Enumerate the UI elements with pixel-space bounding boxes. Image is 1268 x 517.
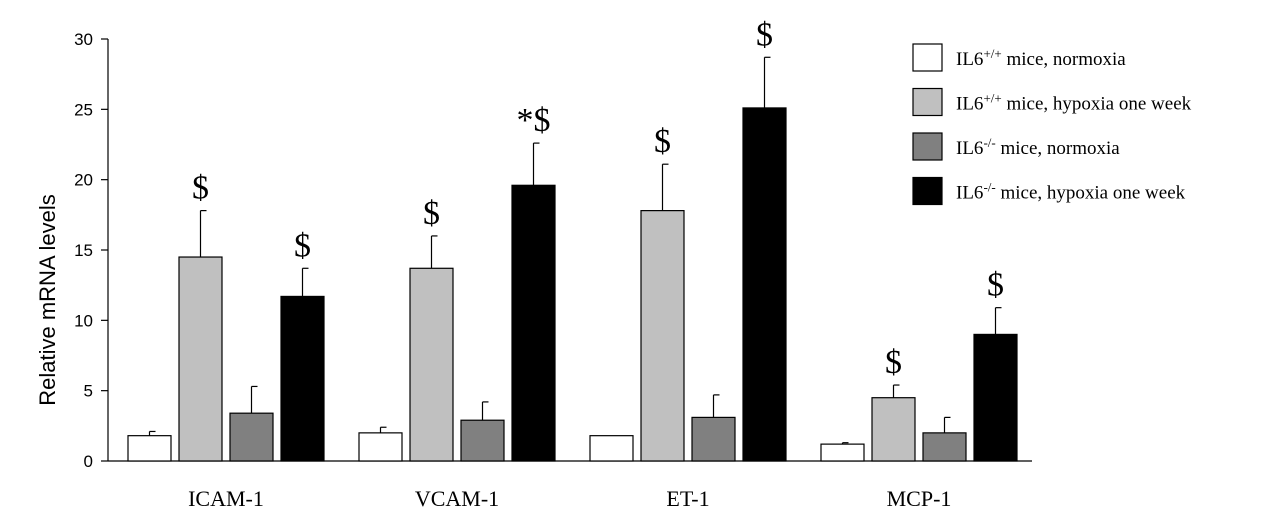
legend-entry-label: IL6+/+ mice, hypoxia one week	[956, 91, 1192, 115]
bar	[409, 267, 454, 462]
significance-marker: *$	[517, 102, 551, 139]
significance-marker: $	[423, 195, 440, 232]
significance-marker: $	[987, 267, 1004, 304]
category-label: VCAM-1	[415, 486, 499, 511]
bar	[640, 210, 685, 462]
legend-swatch	[912, 176, 943, 206]
y-tick-label: 25	[74, 100, 93, 119]
bar	[127, 435, 172, 462]
significance-marker: $	[192, 170, 209, 207]
y-tick-label: 15	[74, 241, 93, 260]
bar	[922, 432, 967, 462]
bar	[691, 416, 736, 462]
bar	[460, 419, 505, 462]
bar	[871, 397, 916, 462]
y-tick-label: 20	[74, 171, 93, 190]
y-axis-label: Relative mRNA levels	[35, 194, 60, 406]
bar	[178, 256, 223, 462]
bar	[820, 443, 865, 462]
annotations-layer: $ $ $ *$ $ $ $ $	[192, 16, 1004, 381]
significance-marker: $	[756, 16, 773, 53]
bar	[358, 432, 403, 462]
bars-layer	[127, 107, 1018, 462]
bar	[511, 184, 556, 462]
significance-marker: $	[654, 123, 671, 160]
legend-swatch	[912, 87, 943, 117]
y-tick-label: 0	[84, 452, 93, 471]
bar	[742, 107, 787, 462]
category-label: MCP-1	[887, 486, 952, 511]
category-label: ICAM-1	[188, 486, 264, 511]
bar	[280, 295, 325, 462]
y-tick-label: 30	[74, 30, 93, 49]
bar	[973, 333, 1018, 462]
legend-entry-label: IL6-/- mice, hypoxia one week	[956, 180, 1186, 204]
legend-swatch	[912, 43, 943, 72]
bar	[229, 412, 274, 462]
legend: IL6+/+ mice, normoxia IL6+/+ mice, hypoxi…	[912, 43, 1192, 206]
error-bars-layer	[148, 56, 1002, 445]
y-tick-label: 5	[84, 382, 93, 401]
legend-entry-label: IL6-/- mice, normoxia	[956, 135, 1120, 159]
category-label: ET-1	[666, 486, 709, 511]
significance-marker: $	[885, 344, 902, 381]
legend-swatch	[912, 132, 943, 161]
legend-entry-label: IL6+/+ mice, normoxia	[956, 46, 1126, 70]
y-tick-label: 10	[74, 311, 93, 330]
bar	[589, 435, 634, 462]
category-labels: ICAM-1 VCAM-1 ET-1 MCP-1	[188, 486, 951, 511]
significance-marker: $	[294, 227, 311, 264]
